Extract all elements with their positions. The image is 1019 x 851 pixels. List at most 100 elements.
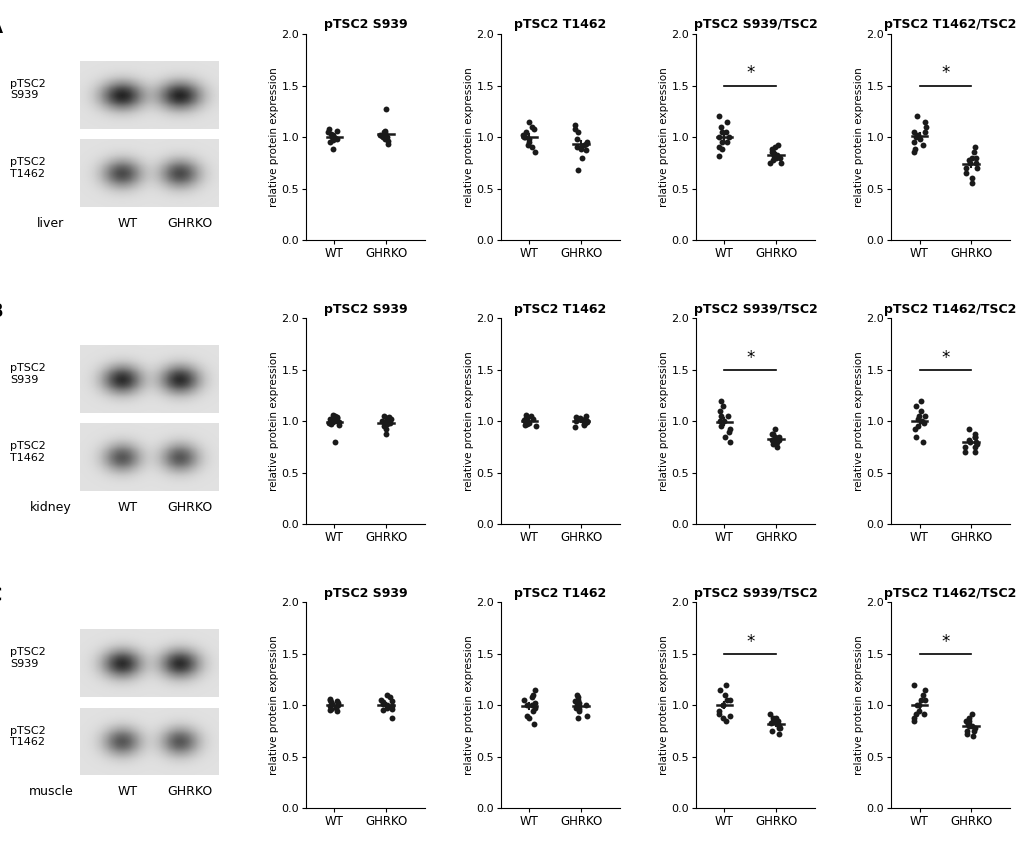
Point — [521, 711, 537, 725]
Point — [763, 427, 780, 441]
Point — [907, 399, 923, 413]
Point — [721, 423, 738, 437]
Point — [578, 699, 594, 712]
Y-axis label: relative protein expression: relative protein expression — [658, 67, 668, 207]
Text: GHRKO: GHRKO — [167, 217, 213, 230]
Point — [916, 120, 932, 134]
Point — [517, 125, 533, 139]
Point — [567, 420, 583, 434]
Point — [570, 163, 586, 177]
Point — [569, 688, 585, 702]
Point — [710, 110, 727, 123]
Text: GHRKO: GHRKO — [167, 785, 213, 798]
Point — [763, 146, 780, 159]
Point — [568, 132, 584, 146]
Point — [527, 700, 543, 714]
Point — [379, 134, 395, 148]
Point — [959, 717, 975, 731]
Point — [323, 698, 339, 711]
Point — [375, 420, 391, 433]
Point — [521, 132, 537, 146]
Title: pTSC2 S939: pTSC2 S939 — [323, 19, 407, 31]
Point — [718, 135, 735, 149]
Point — [960, 719, 976, 733]
Title: pTSC2 T1462/TSC2: pTSC2 T1462/TSC2 — [883, 303, 1016, 316]
Point — [377, 124, 393, 138]
Point — [383, 702, 399, 716]
Title: pTSC2 S939: pTSC2 S939 — [323, 303, 407, 316]
Point — [958, 728, 974, 741]
Point — [515, 129, 531, 142]
Y-axis label: relative protein expression: relative protein expression — [658, 351, 668, 491]
Point — [518, 408, 534, 422]
Point — [322, 703, 338, 717]
Text: WT: WT — [117, 501, 138, 514]
Y-axis label: relative protein expression: relative protein expression — [268, 67, 278, 207]
Point — [525, 688, 541, 702]
Point — [916, 409, 932, 423]
Point — [721, 709, 738, 722]
Text: pTSC2
S939: pTSC2 S939 — [10, 363, 46, 385]
Text: GHRKO: GHRKO — [167, 501, 213, 514]
Point — [568, 410, 584, 424]
Point — [960, 423, 976, 437]
Point — [570, 711, 586, 725]
Point — [525, 122, 541, 135]
Point — [380, 410, 396, 424]
Point — [908, 110, 924, 123]
Point — [960, 711, 976, 725]
Point — [570, 125, 586, 139]
Point — [714, 711, 731, 725]
Point — [909, 413, 925, 426]
Point — [324, 414, 340, 427]
Point — [721, 435, 738, 448]
Point — [578, 415, 594, 429]
Point — [372, 129, 388, 142]
Point — [960, 714, 976, 728]
Point — [523, 699, 539, 712]
Point — [567, 414, 583, 428]
Point — [570, 704, 586, 717]
Point — [716, 125, 733, 139]
Title: pTSC2 S939: pTSC2 S939 — [323, 587, 407, 600]
Point — [714, 399, 731, 413]
Point — [763, 427, 780, 441]
Point — [383, 700, 399, 713]
Point — [963, 719, 979, 733]
Point — [377, 126, 393, 140]
Point — [527, 697, 543, 711]
Point — [320, 416, 336, 430]
Point — [764, 714, 781, 728]
Text: pTSC2
T1462: pTSC2 T1462 — [10, 157, 46, 179]
Point — [769, 139, 786, 152]
Point — [374, 703, 390, 717]
Point — [331, 415, 347, 429]
Point — [567, 700, 583, 714]
Point — [912, 394, 928, 408]
Point — [912, 694, 928, 707]
Point — [717, 115, 734, 129]
Point — [761, 156, 777, 169]
Title: pTSC2 S939/TSC2: pTSC2 S939/TSC2 — [693, 19, 816, 31]
Point — [770, 719, 787, 733]
Point — [577, 416, 593, 430]
Point — [717, 714, 734, 728]
Point — [574, 151, 590, 164]
Point — [327, 414, 343, 428]
Y-axis label: relative protein expression: relative protein expression — [464, 351, 473, 491]
Y-axis label: relative protein expression: relative protein expression — [658, 636, 668, 775]
Point — [768, 440, 785, 454]
Point — [320, 125, 336, 139]
Point — [956, 445, 972, 459]
Point — [324, 134, 340, 147]
Point — [576, 139, 592, 152]
Point — [910, 409, 926, 423]
Y-axis label: relative protein expression: relative protein expression — [853, 67, 863, 207]
Point — [770, 728, 787, 741]
Point — [379, 137, 395, 151]
Point — [713, 125, 730, 139]
Point — [913, 435, 929, 448]
Point — [911, 132, 927, 146]
Point — [328, 694, 344, 708]
Point — [913, 414, 929, 428]
